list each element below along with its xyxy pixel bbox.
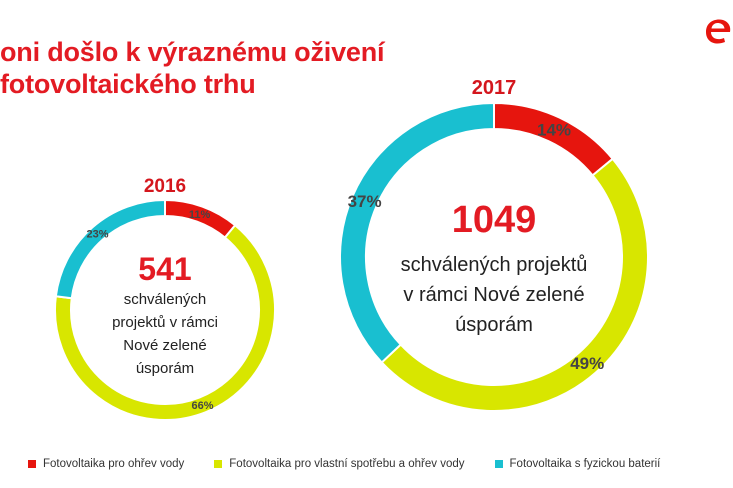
slice-label: 11%: [189, 209, 211, 221]
center-value: 1049: [452, 199, 537, 241]
center-value: 541: [138, 251, 191, 287]
center-text: schválených projektů v rámci Nové zelené ú…: [401, 254, 588, 336]
legend-item: Fotovoltaika pro vlastní spotřebu a ohře…: [214, 458, 465, 470]
legend-item: Fotovoltaika pro ohřev vody: [28, 458, 184, 470]
chart-year-title: 2017: [472, 77, 517, 99]
legend-label: Fotovoltaika s fyzickou baterií: [509, 458, 661, 470]
slice-label: 23%: [87, 228, 109, 240]
legend-label: Fotovoltaika pro vlastní spotřebu a ohře…: [229, 458, 465, 470]
slice-label: 66%: [192, 400, 214, 412]
donut-slice: [339, 101, 495, 364]
donut-slice: [54, 198, 166, 300]
slice-label: 37%: [348, 192, 382, 211]
donut-chart-2017: 14% 49% 37% 2017 1049 schválených projektů v r…: [339, 77, 649, 412]
center-text: schválených projektů v rámci Nové zelené ús…: [112, 291, 218, 377]
donut-chart-2016: 11% 66% 23% 2016 541 schválených projektů v rá…: [54, 176, 276, 421]
slice-label: 49%: [570, 354, 604, 373]
legend: Fotovoltaika pro ohřev vody Fotovoltaika …: [28, 458, 733, 470]
brand-e-logo-icon: [706, 19, 731, 44]
legend-swatch: [28, 460, 36, 468]
page-title: oni došlo k výraznému oživení fotovoltai…: [0, 37, 385, 99]
legend-item: Fotovoltaika s fyzickou baterií: [494, 458, 661, 470]
legend-swatch: [214, 460, 223, 468]
legend-swatch: [494, 460, 503, 468]
chart-year-title: 2016: [144, 176, 186, 197]
slice-label: 14%: [537, 121, 571, 140]
legend-label: Fotovoltaika pro ohřev vody: [43, 458, 185, 470]
